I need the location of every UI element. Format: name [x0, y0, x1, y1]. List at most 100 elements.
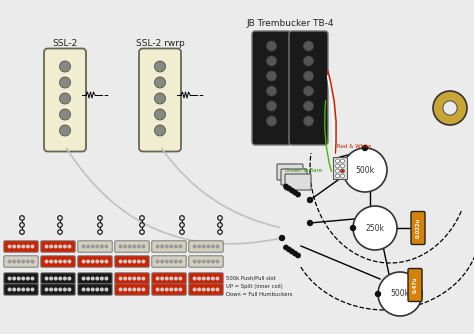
Circle shape: [21, 231, 23, 233]
Circle shape: [284, 184, 288, 189]
Circle shape: [27, 260, 29, 263]
FancyBboxPatch shape: [115, 256, 149, 267]
Circle shape: [59, 277, 62, 280]
Circle shape: [180, 222, 184, 227]
Circle shape: [13, 245, 16, 248]
Circle shape: [141, 224, 143, 226]
Circle shape: [60, 125, 71, 136]
Circle shape: [59, 224, 61, 226]
FancyBboxPatch shape: [78, 273, 112, 284]
Circle shape: [174, 277, 177, 280]
Circle shape: [161, 288, 164, 291]
Circle shape: [216, 245, 219, 248]
Circle shape: [96, 288, 99, 291]
Circle shape: [174, 260, 177, 263]
Circle shape: [207, 260, 210, 263]
Circle shape: [155, 61, 165, 72]
Circle shape: [308, 220, 312, 225]
Circle shape: [100, 260, 103, 263]
Circle shape: [55, 288, 57, 291]
Circle shape: [22, 260, 25, 263]
Circle shape: [91, 245, 94, 248]
Circle shape: [13, 288, 16, 291]
FancyBboxPatch shape: [252, 31, 291, 145]
Circle shape: [50, 277, 53, 280]
Circle shape: [60, 109, 71, 120]
Circle shape: [68, 288, 71, 291]
Circle shape: [68, 245, 71, 248]
Circle shape: [119, 245, 122, 248]
Circle shape: [219, 217, 221, 219]
Circle shape: [443, 101, 457, 115]
Circle shape: [8, 245, 11, 248]
Circle shape: [211, 288, 214, 291]
Circle shape: [82, 288, 85, 291]
Circle shape: [46, 245, 48, 248]
FancyBboxPatch shape: [41, 241, 75, 252]
Circle shape: [198, 260, 201, 263]
Circle shape: [96, 245, 99, 248]
Circle shape: [266, 41, 276, 51]
Circle shape: [336, 169, 339, 173]
Text: 0.022u: 0.022u: [416, 218, 420, 238]
Circle shape: [87, 288, 90, 291]
Circle shape: [59, 260, 62, 263]
Text: SSL-2 rwrp: SSL-2 rwrp: [136, 39, 184, 48]
Circle shape: [174, 245, 177, 248]
Circle shape: [60, 77, 71, 88]
FancyBboxPatch shape: [189, 273, 223, 284]
Circle shape: [433, 91, 467, 125]
Circle shape: [202, 288, 205, 291]
Circle shape: [181, 217, 183, 219]
Circle shape: [139, 222, 145, 227]
FancyBboxPatch shape: [41, 273, 75, 284]
Circle shape: [179, 245, 182, 248]
Circle shape: [96, 277, 99, 280]
Circle shape: [64, 277, 66, 280]
Circle shape: [18, 288, 20, 291]
Circle shape: [91, 260, 94, 263]
Circle shape: [27, 288, 29, 291]
Circle shape: [22, 245, 25, 248]
Circle shape: [202, 260, 205, 263]
Circle shape: [375, 292, 381, 297]
Circle shape: [343, 148, 387, 192]
FancyBboxPatch shape: [78, 256, 112, 267]
Circle shape: [31, 277, 34, 280]
Circle shape: [218, 222, 222, 227]
Circle shape: [340, 164, 345, 168]
Circle shape: [22, 277, 25, 280]
Circle shape: [161, 245, 164, 248]
Circle shape: [133, 245, 136, 248]
Circle shape: [216, 277, 219, 280]
Circle shape: [18, 277, 20, 280]
Circle shape: [179, 288, 182, 291]
Circle shape: [180, 229, 184, 234]
Circle shape: [57, 222, 63, 227]
Circle shape: [216, 288, 219, 291]
Circle shape: [155, 125, 165, 136]
Circle shape: [303, 41, 313, 51]
Circle shape: [156, 288, 159, 291]
Circle shape: [293, 190, 297, 195]
Circle shape: [64, 245, 66, 248]
Circle shape: [124, 260, 127, 263]
FancyBboxPatch shape: [115, 241, 149, 252]
Circle shape: [193, 277, 196, 280]
Circle shape: [141, 231, 143, 233]
Text: 500k: 500k: [356, 166, 374, 174]
Circle shape: [82, 260, 85, 263]
FancyBboxPatch shape: [139, 48, 181, 152]
Circle shape: [8, 288, 11, 291]
Circle shape: [165, 288, 168, 291]
Circle shape: [128, 277, 131, 280]
Circle shape: [19, 222, 25, 227]
Circle shape: [207, 288, 210, 291]
Circle shape: [46, 288, 48, 291]
FancyBboxPatch shape: [152, 273, 186, 284]
FancyBboxPatch shape: [4, 256, 38, 267]
Circle shape: [165, 260, 168, 263]
Circle shape: [303, 86, 313, 96]
Circle shape: [60, 61, 71, 72]
Circle shape: [99, 217, 101, 219]
